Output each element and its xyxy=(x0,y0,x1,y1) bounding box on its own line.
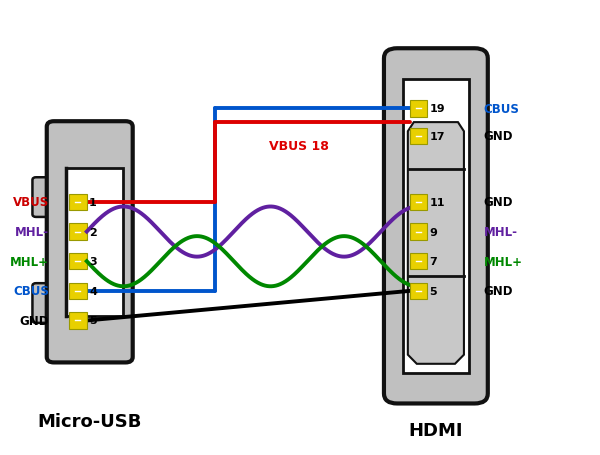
Text: 19: 19 xyxy=(430,104,445,114)
FancyBboxPatch shape xyxy=(47,122,133,363)
Text: 11: 11 xyxy=(430,197,445,207)
Text: 7: 7 xyxy=(430,257,437,267)
Text: 5: 5 xyxy=(89,316,97,326)
Text: MHL+: MHL+ xyxy=(10,255,49,268)
FancyBboxPatch shape xyxy=(384,49,488,404)
Bar xyxy=(410,253,427,270)
Text: 17: 17 xyxy=(430,131,445,142)
Text: MHL-: MHL- xyxy=(484,226,518,238)
Bar xyxy=(403,80,469,373)
Text: 9: 9 xyxy=(430,227,437,237)
Bar xyxy=(410,224,427,240)
Text: VBUS: VBUS xyxy=(13,196,49,209)
Text: Micro-USB: Micro-USB xyxy=(38,412,142,430)
Text: 4: 4 xyxy=(89,286,97,296)
Text: 2: 2 xyxy=(89,227,97,237)
Bar xyxy=(410,283,427,299)
Text: GND: GND xyxy=(20,314,49,327)
Text: VBUS 18: VBUS 18 xyxy=(269,139,329,152)
Bar xyxy=(410,101,427,117)
Text: HDMI: HDMI xyxy=(409,421,463,439)
Text: GND: GND xyxy=(484,196,513,209)
Text: 5: 5 xyxy=(430,286,437,296)
Text: CBUS: CBUS xyxy=(484,103,520,116)
Text: 1: 1 xyxy=(89,197,97,207)
FancyBboxPatch shape xyxy=(32,178,59,217)
Bar xyxy=(69,253,87,270)
Text: GND: GND xyxy=(484,130,513,143)
Bar xyxy=(69,224,87,240)
Bar xyxy=(69,313,87,329)
Bar xyxy=(69,283,87,299)
Bar xyxy=(69,194,87,211)
FancyBboxPatch shape xyxy=(32,283,59,323)
Text: CBUS: CBUS xyxy=(13,285,49,298)
Bar xyxy=(66,168,122,316)
Bar xyxy=(410,128,427,145)
Text: 3: 3 xyxy=(89,257,97,267)
Text: GND: GND xyxy=(484,285,513,298)
Polygon shape xyxy=(408,123,464,364)
Text: MHL-: MHL- xyxy=(15,226,49,238)
Bar xyxy=(410,194,427,211)
Text: MHL+: MHL+ xyxy=(484,255,523,268)
